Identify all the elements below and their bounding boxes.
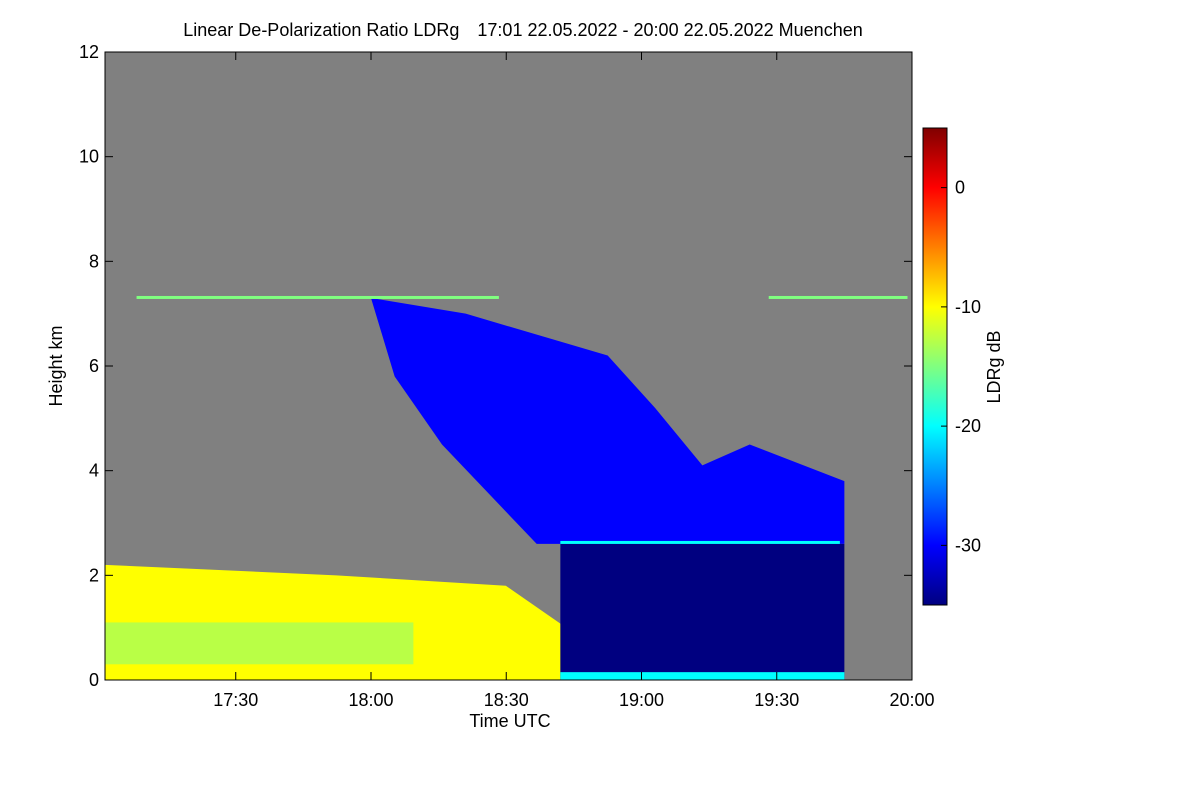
- chart-title: Linear De-Polarization Ratio LDRg 17:01 2…: [0, 20, 1046, 41]
- y-tick-label: 6: [89, 356, 99, 376]
- x-tick-label: 17:30: [213, 690, 258, 710]
- x-axis: 17:30 18:00 18:30 19:00 19:30 20:00: [213, 52, 935, 710]
- colorbar-tick-label: 0: [955, 178, 965, 198]
- y-tick-label: 12: [79, 42, 99, 62]
- y-tick-label: 8: [89, 251, 99, 271]
- x-axis-title: Time UTC: [469, 711, 550, 731]
- plot-area: [104, 51, 913, 681]
- colorbar-tick-label: -20: [955, 416, 981, 436]
- x-tick-label: 19:30: [754, 690, 799, 710]
- colorbar-tick-label: -10: [955, 297, 981, 317]
- x-tick-label: 18:00: [348, 690, 393, 710]
- y-axis: 0 2 4 6 8 10 12: [79, 42, 912, 690]
- title-product: Linear De-Polarization Ratio LDRg: [183, 20, 460, 40]
- y-tick-label: 2: [89, 565, 99, 585]
- feature-aerosol-line-right: [768, 295, 908, 299]
- feature-boundary-layer-inner: [105, 622, 414, 665]
- colorbar: 0 -10 -20 -30: [922, 127, 981, 606]
- feature-cloud: [370, 297, 845, 544]
- y-tick-label: 0: [89, 670, 99, 690]
- features: [105, 295, 908, 680]
- title-period: 17:01 22.05.2022 - 20:00 22.05.2022 Muen…: [477, 20, 863, 40]
- feature-precipitation: [560, 543, 845, 680]
- y-axis-title: Height km: [46, 325, 66, 406]
- colorbar-tick-label: -30: [955, 535, 981, 555]
- x-tick-label: 18:30: [484, 690, 529, 710]
- feature-precipitation-base: [560, 672, 845, 680]
- colorbar-title: LDRg dB: [984, 330, 1004, 403]
- feature-aerosol-line: [136, 295, 499, 299]
- y-tick-label: 10: [79, 147, 99, 167]
- y-tick-label: 4: [89, 461, 99, 481]
- x-tick-label: 20:00: [889, 690, 934, 710]
- x-tick-label: 19:00: [619, 690, 664, 710]
- colorbar-bar: [922, 127, 948, 606]
